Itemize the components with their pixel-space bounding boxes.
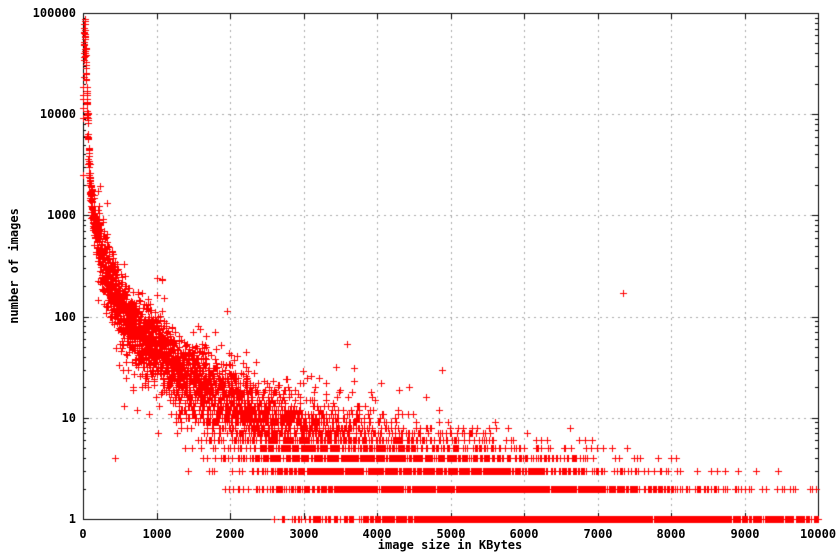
- y-tick-label-100000: 100000: [32, 6, 76, 20]
- x-tick-label-8000: 8000: [656, 527, 686, 541]
- y-tick-label-100: 100: [54, 310, 76, 324]
- x-tick-label-1000: 1000: [142, 527, 172, 541]
- x-tick-label-5000: 5000: [436, 527, 466, 541]
- y-tick-label-1: 1: [68, 512, 76, 526]
- y-axis-title: number of images: [7, 208, 21, 324]
- y-tick-label-10000: 10000: [39, 107, 76, 121]
- x-tick-label-2000: 2000: [215, 527, 245, 541]
- x-tick-label-10000: 10000: [799, 527, 837, 541]
- x-tick-label-4000: 4000: [362, 527, 392, 541]
- x-tick-label-7000: 7000: [583, 527, 613, 541]
- y-tick-label-1000: 1000: [47, 208, 76, 222]
- x-tick-label-3000: 3000: [289, 527, 319, 541]
- x-tick-label-9000: 9000: [730, 527, 760, 541]
- x-axis-title: image size in KBytes: [377, 538, 523, 552]
- y-tick-label-10: 10: [61, 411, 76, 425]
- x-tick-label-6000: 6000: [509, 527, 539, 541]
- x-tick-label-0: 0: [79, 527, 87, 541]
